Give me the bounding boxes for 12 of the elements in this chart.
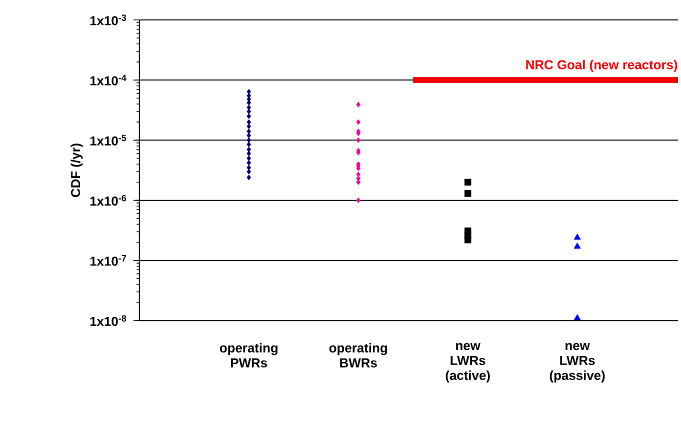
y-axis-title: CDF (/yr) bbox=[70, 144, 83, 197]
y-tick-label: 1x10$^{-7}$ bbox=[90, 255, 126, 266]
y-tick-label: 1x10$^{-8}$ bbox=[90, 315, 126, 326]
x-tick-label: operating BWRs bbox=[329, 342, 387, 368]
y-tick-label: 1x10$^{-6}$ bbox=[90, 194, 126, 206]
x-tick-label: new LWRs (passive) bbox=[550, 342, 605, 382]
ref-line-label: NRC Goal (new reactors) bbox=[526, 60, 678, 72]
y-tick-label: 1x10$^{-4}$ bbox=[90, 74, 126, 86]
x-tick-label: new LWRs (active) bbox=[446, 342, 490, 382]
x-tick-label: operating PWRs bbox=[220, 342, 278, 368]
y-tick-label: 1x10$^{-5}$ bbox=[90, 134, 126, 146]
y-tick-label: 1x10$^{-3}$ bbox=[90, 14, 126, 26]
